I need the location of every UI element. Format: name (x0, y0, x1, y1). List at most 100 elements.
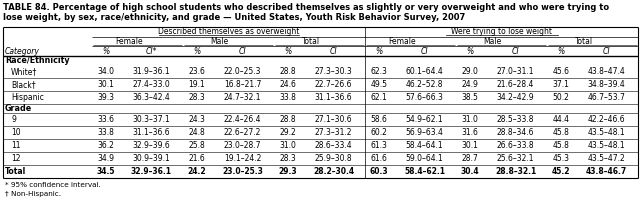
Text: %: % (194, 46, 201, 56)
Text: 34.2–42.9: 34.2–42.9 (497, 93, 535, 102)
Text: 62.1: 62.1 (370, 93, 387, 102)
Text: 28.3: 28.3 (188, 93, 205, 102)
Text: %: % (285, 46, 292, 56)
Text: 56.9–63.4: 56.9–63.4 (406, 128, 444, 137)
Text: 34.9: 34.9 (97, 154, 115, 163)
Text: 28.8: 28.8 (279, 67, 296, 76)
Text: 10: 10 (11, 128, 21, 137)
Text: 29.3: 29.3 (279, 167, 297, 176)
Text: 24.8: 24.8 (188, 128, 205, 137)
Text: Grade: Grade (5, 104, 32, 113)
Text: 50.2: 50.2 (553, 93, 569, 102)
Text: 25.6–32.1: 25.6–32.1 (497, 154, 534, 163)
Text: TABLE 84. Percentage of high school students who described themselves as slightl: TABLE 84. Percentage of high school stud… (3, 3, 609, 13)
Text: 21.6: 21.6 (188, 154, 205, 163)
Text: 46.7–53.7: 46.7–53.7 (588, 93, 626, 102)
Text: Category: Category (5, 46, 40, 56)
Text: 32.9–36.1: 32.9–36.1 (131, 167, 172, 176)
Text: 31.1–36.6: 31.1–36.6 (315, 93, 353, 102)
Text: 43.5–47.2: 43.5–47.2 (588, 154, 626, 163)
Text: 9: 9 (11, 115, 16, 124)
Text: 30.9–39.1: 30.9–39.1 (133, 154, 171, 163)
Text: White†: White† (11, 67, 37, 76)
Text: 23.6: 23.6 (188, 67, 205, 76)
Text: 24.7–32.1: 24.7–32.1 (224, 93, 262, 102)
Text: 31.6: 31.6 (462, 128, 478, 137)
Text: 30.1: 30.1 (97, 80, 115, 89)
Text: 28.3: 28.3 (279, 154, 296, 163)
Text: 28.6–33.4: 28.6–33.4 (315, 141, 353, 150)
Text: 58.4–64.1: 58.4–64.1 (406, 141, 444, 150)
Text: 45.2: 45.2 (552, 167, 570, 176)
Text: 31.0: 31.0 (279, 141, 296, 150)
Text: 30.3–37.1: 30.3–37.1 (133, 115, 171, 124)
Text: 24.3: 24.3 (188, 115, 205, 124)
Text: 28.8–34.6: 28.8–34.6 (497, 128, 534, 137)
Text: 27.1–30.6: 27.1–30.6 (315, 115, 353, 124)
Text: 28.8–32.1: 28.8–32.1 (495, 167, 536, 176)
Text: 24.2: 24.2 (188, 167, 206, 176)
Text: 31.9–36.1: 31.9–36.1 (133, 67, 171, 76)
Text: 23.0–25.3: 23.0–25.3 (222, 167, 263, 176)
Text: Male: Male (211, 37, 229, 46)
Text: 44.4: 44.4 (553, 115, 569, 124)
Text: 28.2–30.4: 28.2–30.4 (313, 167, 354, 176)
Text: 12: 12 (11, 154, 21, 163)
Text: 26.6–33.8: 26.6–33.8 (497, 141, 535, 150)
Text: Total: Total (302, 37, 320, 46)
Text: Female: Female (115, 37, 142, 46)
Text: 45.6: 45.6 (553, 67, 569, 76)
Text: 33.6: 33.6 (97, 115, 115, 124)
Text: 16.8–21.7: 16.8–21.7 (224, 80, 261, 89)
Text: Total: Total (575, 37, 593, 46)
Text: Black†: Black† (11, 80, 36, 89)
Text: * 95% confidence interval.: * 95% confidence interval. (5, 182, 101, 188)
Text: 34.5: 34.5 (97, 167, 115, 176)
Text: 33.8: 33.8 (97, 128, 115, 137)
Text: † Non-Hispanic.: † Non-Hispanic. (5, 191, 61, 197)
Text: 58.4–62.1: 58.4–62.1 (404, 167, 445, 176)
Text: 62.3: 62.3 (370, 67, 387, 76)
Text: CI: CI (238, 46, 246, 56)
Text: 34.8–39.4: 34.8–39.4 (588, 80, 626, 89)
Text: 22.4–26.4: 22.4–26.4 (224, 115, 262, 124)
Text: 38.5: 38.5 (462, 93, 478, 102)
Text: CI: CI (329, 46, 337, 56)
Text: 36.2: 36.2 (97, 141, 115, 150)
Text: %: % (103, 46, 110, 56)
Text: 31.0: 31.0 (462, 115, 478, 124)
Text: 29.0: 29.0 (462, 67, 478, 76)
Text: 29.2: 29.2 (279, 128, 296, 137)
Text: 22.6–27.2: 22.6–27.2 (224, 128, 261, 137)
Text: 61.6: 61.6 (370, 154, 387, 163)
Text: 32.9–39.6: 32.9–39.6 (133, 141, 171, 150)
Text: 37.1: 37.1 (553, 80, 569, 89)
Text: 43.5–48.1: 43.5–48.1 (588, 141, 626, 150)
Text: 45.8: 45.8 (553, 128, 569, 137)
Text: CI: CI (420, 46, 428, 56)
Text: 25.9–30.8: 25.9–30.8 (315, 154, 353, 163)
Text: Described themselves as overweight: Described themselves as overweight (158, 28, 299, 36)
Text: Total: Total (5, 167, 26, 176)
Text: 59.0–64.1: 59.0–64.1 (406, 154, 444, 163)
Text: 49.5: 49.5 (370, 80, 388, 89)
Text: 36.3–42.4: 36.3–42.4 (133, 93, 171, 102)
Text: Female: Female (388, 37, 415, 46)
Text: 21.6–28.4: 21.6–28.4 (497, 80, 534, 89)
Text: 60.2: 60.2 (370, 128, 387, 137)
Text: 61.3: 61.3 (370, 141, 387, 150)
Text: 43.5–48.1: 43.5–48.1 (588, 128, 626, 137)
Text: 27.3–31.2: 27.3–31.2 (315, 128, 353, 137)
Text: 33.8: 33.8 (279, 93, 296, 102)
Text: 46.2–52.8: 46.2–52.8 (406, 80, 443, 89)
Text: 27.0–31.1: 27.0–31.1 (497, 67, 534, 76)
Text: %: % (467, 46, 474, 56)
Text: 24.9: 24.9 (462, 80, 478, 89)
Text: CI*: CI* (146, 46, 157, 56)
Text: 27.4–33.0: 27.4–33.0 (133, 80, 171, 89)
Text: 28.5–33.8: 28.5–33.8 (497, 115, 534, 124)
Text: 11: 11 (11, 141, 21, 150)
Text: 24.6: 24.6 (279, 80, 296, 89)
Text: 30.4: 30.4 (461, 167, 479, 176)
Text: 54.9–62.1: 54.9–62.1 (406, 115, 444, 124)
